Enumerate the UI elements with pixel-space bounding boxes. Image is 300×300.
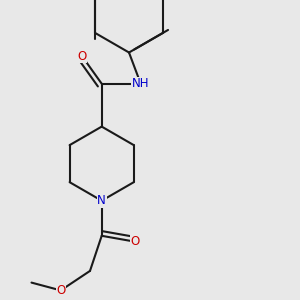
Text: O: O (78, 50, 87, 63)
Text: O: O (130, 235, 140, 248)
Text: O: O (56, 284, 65, 297)
Text: NH: NH (132, 77, 149, 90)
Text: N: N (97, 194, 106, 207)
